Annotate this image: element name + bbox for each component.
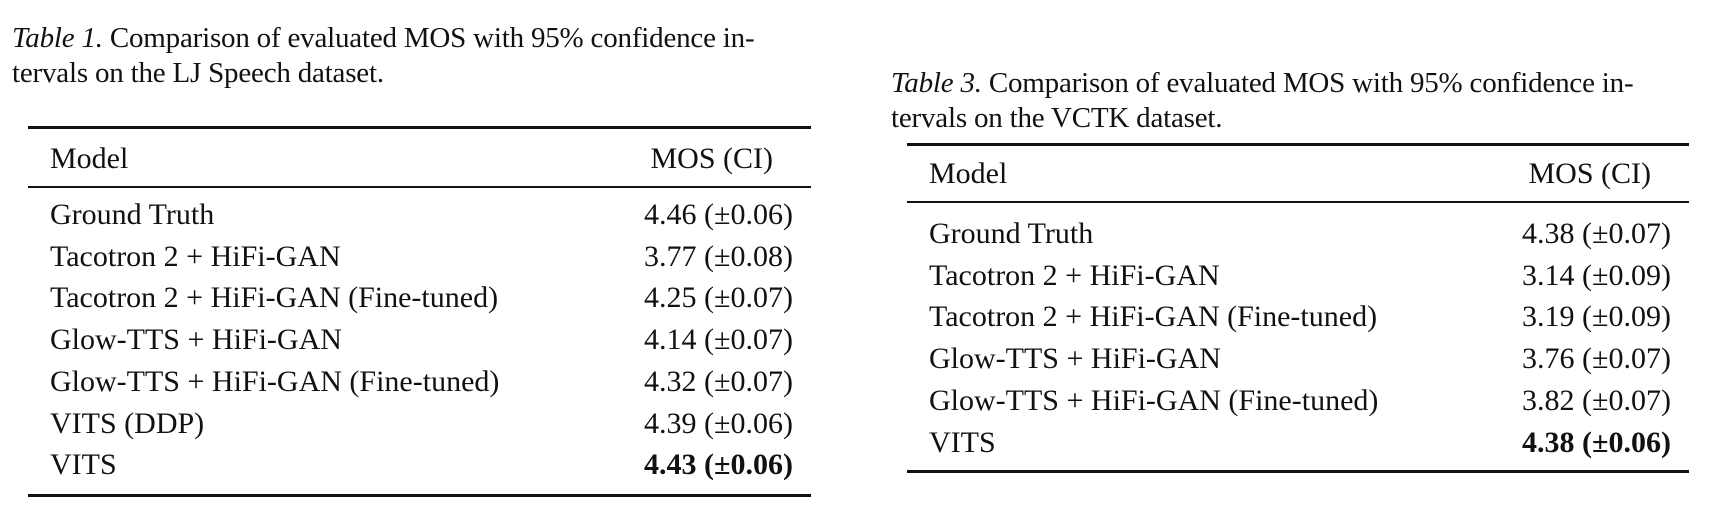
header-mos: MOS (CI): [1528, 157, 1651, 190]
mos-cell: 4.39 (±0.06): [644, 406, 793, 440]
table-row: VITS 4.43 (±0.06): [28, 444, 811, 486]
model-cell: Tacotron 2 + HiFi-GAN (Fine-tuned): [50, 281, 499, 315]
table3-caption-line1: Comparison of evaluated MOS with 95% con…: [988, 67, 1634, 99]
model-cell: Glow-TTS + HiFi-GAN: [929, 342, 1221, 376]
model-cell: VITS: [929, 425, 996, 459]
mid-rule: [907, 201, 1689, 203]
mos-cell: 4.25 (±0.07): [644, 281, 793, 315]
model-cell: Glow-TTS + HiFi-GAN: [50, 323, 342, 357]
mos-cell: 4.32 (±0.07): [644, 364, 793, 398]
mos-cell: 3.82 (±0.07): [1522, 383, 1671, 417]
model-cell: Ground Truth: [929, 217, 1094, 250]
mid-rule: [28, 186, 811, 188]
table-row: Tacotron 2 + HiFi-GAN 3.77 (±0.08): [28, 236, 811, 278]
model-cell: VITS: [50, 448, 117, 482]
header-model: Model: [929, 157, 1008, 190]
table3-caption: Table 3. Comparison of evaluated MOS wit…: [891, 66, 1634, 136]
table-row: Glow-TTS + HiFi-GAN (Fine-tuned) 4.32 (±0…: [28, 361, 811, 403]
table1-caption-line1: Comparison of evaluated MOS with 95% con…: [109, 22, 755, 54]
model-cell: Tacotron 2 + HiFi-GAN (Fine-tuned): [929, 300, 1378, 334]
mos-cell: 3.19 (±0.09): [1522, 300, 1671, 334]
mos-cell: 4.38 (±0.07): [1522, 217, 1671, 250]
table-row: VITS 4.38 (±0.06): [907, 422, 1689, 464]
table3: Model MOS (CI) Ground Truth 4.38 (±0.07) T…: [907, 143, 1689, 475]
header-row: Model MOS (CI): [907, 153, 1689, 195]
model-cell: Glow-TTS + HiFi-GAN (Fine-tuned): [50, 364, 500, 398]
table-row: Glow-TTS + HiFi-GAN 3.76 (±0.07): [907, 338, 1689, 380]
model-cell: Tacotron 2 + HiFi-GAN: [50, 239, 341, 273]
table-row: Tacotron 2 + HiFi-GAN (Fine-tuned) 3.19 (…: [907, 296, 1689, 338]
header-model: Model: [50, 142, 129, 175]
table1: Model MOS (CI) Ground Truth 4.46 (±0.06) T…: [28, 126, 811, 498]
header-row: Model MOS (CI): [28, 138, 811, 180]
mos-cell: 4.38 (±0.06): [1522, 425, 1671, 459]
table-row: Ground Truth 4.46 (±0.06): [28, 194, 811, 236]
table3-label: Table 3.: [891, 67, 982, 99]
table1-caption: Table 1. Comparison of evaluated MOS wit…: [12, 21, 755, 91]
table-row: VITS (DDP) 4.39 (±0.06): [28, 403, 811, 445]
mos-cell: 4.46 (±0.06): [644, 198, 793, 231]
table-row: Glow-TTS + HiFi-GAN 4.14 (±0.07): [28, 319, 811, 361]
table-row: Tacotron 2 + HiFi-GAN (Fine-tuned) 4.25 (…: [28, 277, 811, 319]
mos-cell: 3.14 (±0.09): [1522, 258, 1671, 292]
mos-cell: 3.77 (±0.08): [644, 239, 793, 273]
table-row: Ground Truth 4.38 (±0.07): [907, 213, 1689, 255]
bottom-rule: [28, 494, 811, 497]
top-rule: [28, 126, 811, 129]
bottom-rule: [907, 470, 1689, 473]
header-mos: MOS (CI): [650, 142, 773, 175]
top-rule: [907, 143, 1689, 146]
mos-cell: 4.14 (±0.07): [644, 323, 793, 357]
table1-caption-line2: tervals on the LJ Speech dataset.: [12, 57, 384, 89]
table-row: Tacotron 2 + HiFi-GAN 3.14 (±0.09): [907, 255, 1689, 297]
model-cell: VITS (DDP): [50, 406, 205, 440]
mos-cell: 3.76 (±0.07): [1522, 342, 1671, 376]
table1-label: Table 1.: [12, 22, 103, 54]
model-cell: Glow-TTS + HiFi-GAN (Fine-tuned): [929, 383, 1379, 417]
model-cell: Tacotron 2 + HiFi-GAN: [929, 258, 1220, 292]
table-row: Glow-TTS + HiFi-GAN (Fine-tuned) 3.82 (±0…: [907, 380, 1689, 422]
table3-caption-line2: tervals on the VCTK dataset.: [891, 102, 1223, 134]
mos-cell: 4.43 (±0.06): [644, 448, 793, 482]
model-cell: Ground Truth: [50, 198, 215, 231]
